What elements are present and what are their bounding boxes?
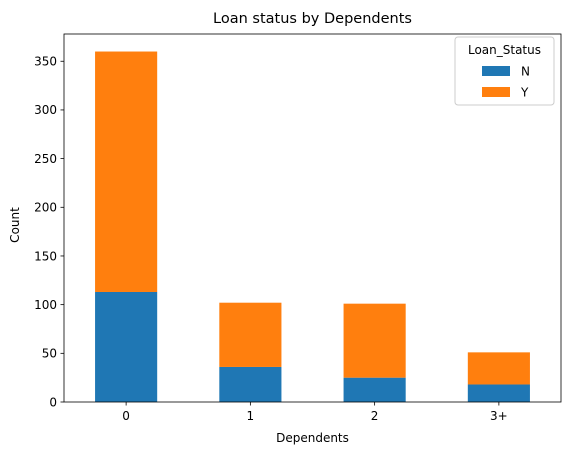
chart-title: Loan status by Dependents (213, 11, 412, 27)
bars-layer (95, 51, 530, 402)
bar-n-0 (95, 291, 158, 402)
bar-n-1 (219, 366, 282, 402)
legend-swatch-y (482, 87, 510, 97)
legend-title: Loan_Status (468, 43, 541, 57)
legend-label-n: N (521, 65, 530, 79)
bar-n-2 (343, 377, 406, 402)
legend: Loan_Status NY (454, 36, 555, 106)
x-axis-label: Dependents (276, 431, 349, 445)
x-tick-label: 2 (371, 409, 379, 423)
y-tick-label: 0 (49, 395, 57, 409)
y-tick-label: 150 (34, 249, 57, 263)
bar-n-3+ (467, 384, 530, 402)
y-axis-label: Count (8, 207, 22, 243)
y-tick-label: 300 (34, 103, 57, 117)
plot-frame (63, 33, 562, 403)
legend-swatch-n (482, 66, 510, 76)
x-tick-label: 0 (122, 409, 130, 423)
axes-layer: 0 50 100 150 200 250 300 350 0 1 2 3+ (34, 33, 562, 423)
x-tick-label: 1 (247, 409, 255, 423)
bar-y-3+ (467, 352, 530, 385)
y-tick-label: 100 (34, 298, 57, 312)
y-tick-label: 250 (34, 152, 57, 166)
bar-y-2 (343, 303, 406, 378)
y-tick-label: 50 (42, 347, 57, 361)
legend-label-y: Y (520, 86, 529, 100)
y-tick-label: 350 (34, 55, 57, 69)
y-tick-label: 200 (34, 201, 57, 215)
x-tick-label: 3+ (490, 409, 508, 423)
bar-y-1 (219, 302, 282, 367)
bar-y-0 (95, 51, 158, 292)
